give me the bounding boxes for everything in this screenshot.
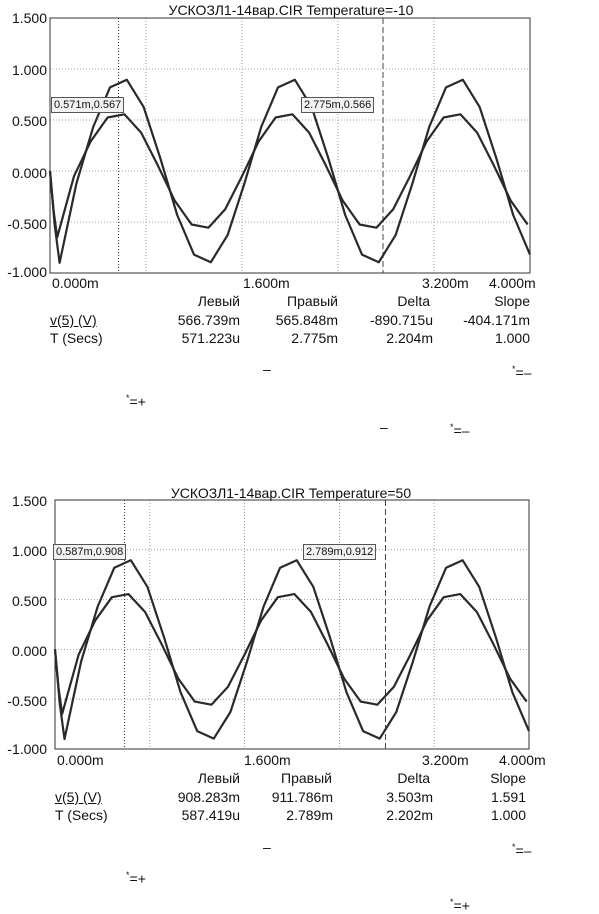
table-cell: -890.715u [369,312,433,328]
table-row-name: T (Secs) [50,330,103,346]
y-tick-label: 0.000 [11,165,47,181]
table-header: Delta [397,770,430,786]
table-cell: 2.789m [286,807,333,823]
x-tick-label: 0.000m [57,752,104,768]
note-text: =– [453,422,470,439]
y-tick-label: -0.500 [7,693,47,709]
table-cell: 566.739m [177,312,240,328]
plot-frame [49,17,531,274]
y-tick-label: -0.500 [7,216,47,232]
plot-area [53,499,531,750]
cursor-right-readout: 2.775m,0.566 [301,97,375,113]
series-line-1 [53,559,531,741]
note-text: =+ [129,870,146,887]
table-cell: 3.503m [386,789,433,805]
x-tick-label: 0.000m [52,275,99,291]
table-cell: 587.419u [181,807,240,823]
chart-panel-2: УСКОЗЛ1-14вар.CIR Temperature=50 1.500 1… [0,478,599,914]
table-header: Slope [494,293,530,309]
table-cell: 1.000 [490,807,526,823]
table-row-name: v(5) (V) [55,789,102,805]
table-header: Delta [397,293,430,309]
cursor-right-readout: 2.789m,0.912 [303,544,377,560]
chart-title: УСКОЗЛ1-14вар.CIR Temperature=50 [170,485,412,501]
note-dash: – [380,419,388,435]
chart-title: УСКОЗЛ1-14вар.CIR Temperature=-10 [168,2,414,18]
table-cell: 911.786m [271,789,333,805]
table-cell: -404.171m [463,312,530,328]
x-tick-label: 1.600m [244,752,291,768]
series-line-1 [48,78,532,264]
y-tick-label: 1.500 [11,493,47,509]
note-star: *=– [450,422,470,439]
table-header: Левый [197,770,240,786]
note-text: =+ [129,393,146,410]
chart-panel-1: УСКОЗЛ1-14вар.CIR Temperature=-10 1.500 … [0,0,599,445]
table-row-name: v(5) (V) [50,312,97,328]
table-cell: 1.000 [494,330,530,346]
x-tick-label: 4.000m [499,752,546,768]
x-tick-label: 3.200m [422,752,469,768]
note-star: *=+ [126,870,146,887]
y-tick-label: 1.500 [11,10,47,26]
table-row-name: T (Secs) [55,807,108,823]
y-tick-label: 1.000 [11,62,47,78]
note-text: =+ [453,897,470,914]
table-cell: 908.283m [177,789,240,805]
series-line-2 [53,593,528,716]
x-tick-label: 4.000m [489,275,536,291]
table-cell: 2.204m [386,330,433,346]
y-tick-label: 0.500 [11,593,47,609]
note-text: =– [515,364,532,381]
series-line-2 [48,113,529,239]
cursor-left-readout: 0.587m,0.908 [53,544,127,560]
note-dash: – [263,839,271,855]
cursor-left-readout: 0.571m,0.567 [51,97,125,113]
table-header: Slope [490,770,526,786]
x-tick-label: 1.600m [243,275,290,291]
table-cell: 571.223u [181,330,240,346]
note-star: *=+ [450,897,470,914]
table-header: Левый [197,293,240,309]
note-star: *=+ [126,393,146,410]
table-header: Правый [281,770,332,786]
table-cell: 2.202m [386,807,433,823]
y-tick-label: 0.000 [11,643,47,659]
table-cell: 2.775m [291,330,338,346]
y-tick-label: 0.500 [11,113,47,129]
note-dash: – [263,361,271,377]
table-cell: 565.848m [275,312,338,328]
y-tick-label: 1.000 [11,543,47,559]
y-tick-label: -1.000 [7,264,47,280]
note-star: *=– [512,364,532,381]
table-cell: 1.591 [490,789,526,805]
table-header: Правый [287,293,338,309]
x-tick-label: 3.200m [422,275,469,291]
note-star: *=– [512,842,532,859]
plot-area [48,17,532,274]
y-tick-label: -1.000 [7,741,47,757]
note-text: =– [515,842,532,859]
plot-frame [54,499,530,750]
